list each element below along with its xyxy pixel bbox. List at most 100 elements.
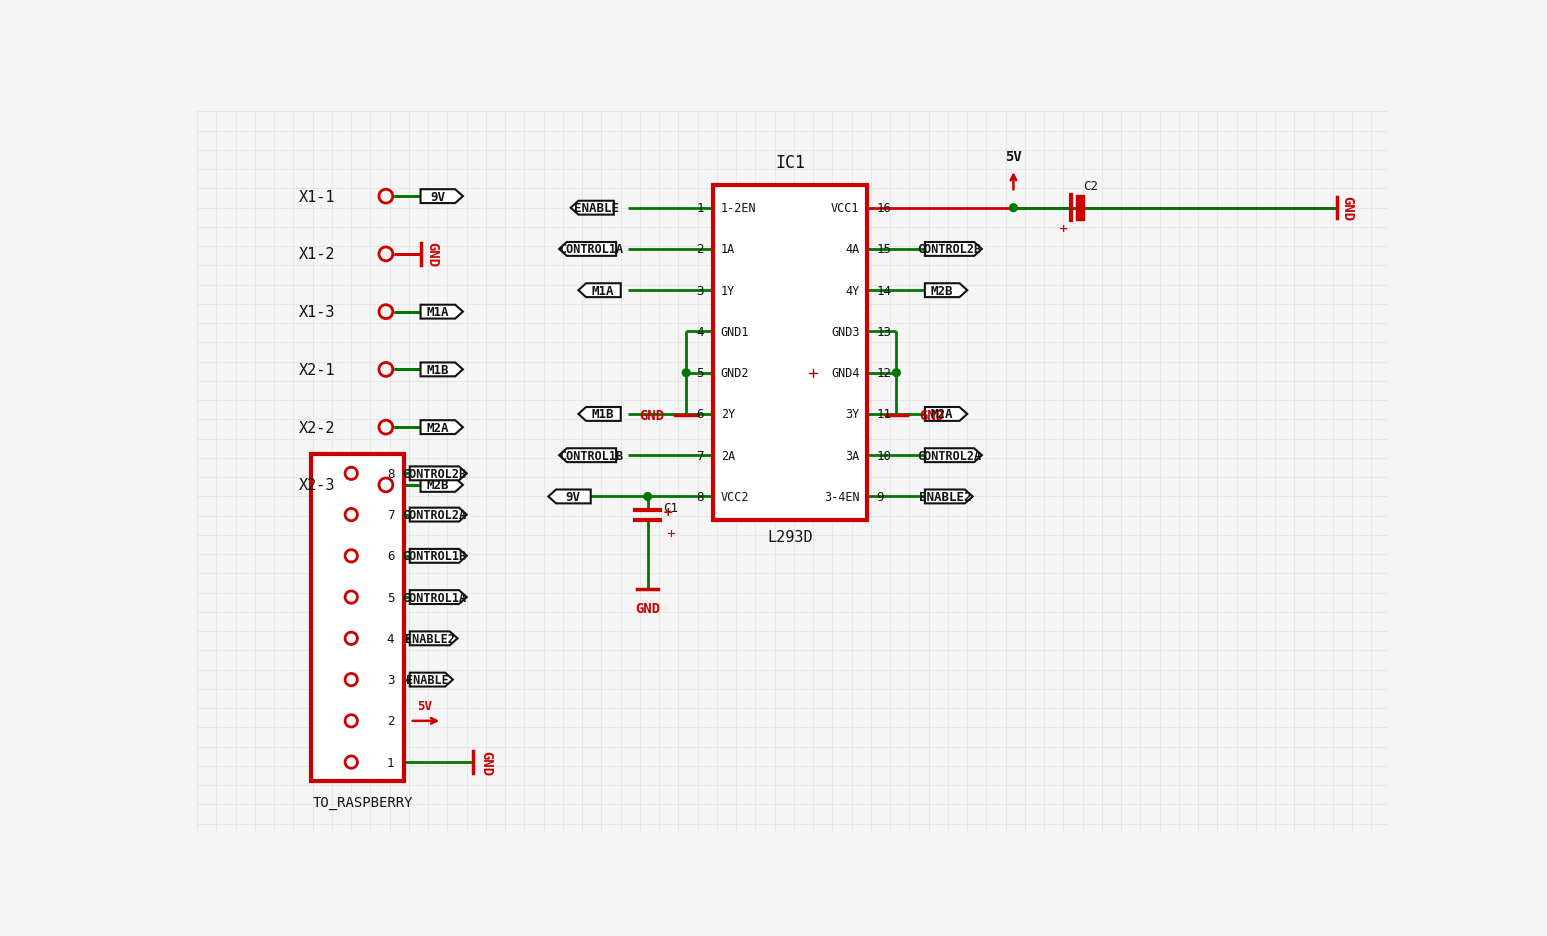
Text: CONTROL2A: CONTROL2A bbox=[917, 449, 982, 462]
Text: GND3: GND3 bbox=[831, 326, 860, 339]
Text: 5V: 5V bbox=[418, 699, 433, 712]
Text: 10: 10 bbox=[877, 449, 891, 462]
Polygon shape bbox=[548, 490, 591, 504]
Text: 6: 6 bbox=[696, 408, 704, 421]
Polygon shape bbox=[421, 363, 463, 377]
Text: C1: C1 bbox=[664, 502, 678, 515]
Text: 11: 11 bbox=[877, 408, 891, 421]
Text: 8: 8 bbox=[696, 490, 704, 504]
Text: 15: 15 bbox=[877, 243, 891, 256]
Text: ENABLE2: ENABLE2 bbox=[919, 490, 972, 504]
Text: GND: GND bbox=[636, 602, 661, 616]
Text: M2B: M2B bbox=[427, 479, 449, 491]
Text: CONTROL2B: CONTROL2B bbox=[402, 467, 467, 480]
Polygon shape bbox=[579, 407, 620, 421]
Text: M1B: M1B bbox=[593, 408, 614, 421]
Polygon shape bbox=[558, 448, 616, 462]
Polygon shape bbox=[410, 632, 458, 646]
Text: CONTROL1A: CONTROL1A bbox=[402, 591, 467, 604]
Text: GND2: GND2 bbox=[721, 367, 749, 380]
Polygon shape bbox=[579, 284, 620, 298]
Text: M2B: M2B bbox=[931, 285, 953, 298]
Text: 3: 3 bbox=[696, 285, 704, 298]
Text: 5: 5 bbox=[696, 367, 704, 380]
Text: ENABLE2: ENABLE2 bbox=[405, 632, 455, 645]
Text: CONTROL2A: CONTROL2A bbox=[402, 508, 467, 521]
Text: GND1: GND1 bbox=[721, 326, 749, 339]
Text: ENABLE: ENABLE bbox=[407, 673, 449, 686]
Text: M1B: M1B bbox=[427, 363, 449, 376]
Text: 2: 2 bbox=[696, 243, 704, 256]
Text: C2: C2 bbox=[1083, 180, 1098, 193]
Text: 5: 5 bbox=[387, 591, 394, 604]
Text: M1A: M1A bbox=[593, 285, 614, 298]
Text: 1: 1 bbox=[696, 202, 704, 215]
Polygon shape bbox=[558, 242, 616, 256]
Text: IC1: IC1 bbox=[775, 154, 804, 171]
Text: GND: GND bbox=[919, 409, 945, 422]
Polygon shape bbox=[421, 305, 463, 319]
Text: 4Y: 4Y bbox=[845, 285, 860, 298]
Text: TO_RASPBERRY: TO_RASPBERRY bbox=[312, 796, 413, 810]
FancyBboxPatch shape bbox=[713, 185, 868, 520]
Text: 1: 1 bbox=[387, 755, 394, 768]
Text: CONTROL2B: CONTROL2B bbox=[917, 243, 982, 256]
Text: 13: 13 bbox=[877, 326, 891, 339]
Circle shape bbox=[682, 370, 690, 377]
Text: 2Y: 2Y bbox=[721, 408, 735, 421]
Text: 8: 8 bbox=[387, 467, 394, 480]
Text: CONTROL1B: CONTROL1B bbox=[402, 549, 467, 563]
Text: 3A: 3A bbox=[845, 449, 860, 462]
Text: VCC2: VCC2 bbox=[721, 490, 749, 504]
Polygon shape bbox=[410, 673, 453, 687]
Polygon shape bbox=[410, 591, 467, 605]
Polygon shape bbox=[925, 448, 982, 462]
Polygon shape bbox=[925, 284, 967, 298]
Text: 9V: 9V bbox=[566, 490, 580, 504]
Text: +: + bbox=[1058, 224, 1067, 234]
Text: 3Y: 3Y bbox=[845, 408, 860, 421]
Text: ENABLE: ENABLE bbox=[574, 202, 619, 215]
Polygon shape bbox=[421, 421, 463, 434]
Text: M1A: M1A bbox=[427, 306, 449, 319]
Text: 1-2EN: 1-2EN bbox=[721, 202, 756, 215]
Circle shape bbox=[893, 370, 900, 377]
Text: X2-3: X2-3 bbox=[299, 478, 336, 493]
Text: X2-2: X2-2 bbox=[299, 420, 336, 435]
Polygon shape bbox=[410, 467, 467, 481]
Circle shape bbox=[1010, 205, 1018, 212]
Text: GND: GND bbox=[425, 242, 439, 267]
Text: 7: 7 bbox=[696, 449, 704, 462]
Text: 4A: 4A bbox=[845, 243, 860, 256]
Text: CONTROL1A: CONTROL1A bbox=[560, 243, 623, 256]
Text: GND: GND bbox=[639, 409, 664, 422]
Text: 9: 9 bbox=[877, 490, 883, 504]
Text: GND: GND bbox=[480, 750, 493, 775]
Text: X1-1: X1-1 bbox=[299, 189, 336, 204]
Circle shape bbox=[644, 493, 651, 501]
Text: M2A: M2A bbox=[931, 408, 953, 421]
Text: 5V: 5V bbox=[1006, 150, 1023, 164]
Text: 14: 14 bbox=[877, 285, 891, 298]
Text: M2A: M2A bbox=[427, 421, 449, 434]
Text: X2-1: X2-1 bbox=[299, 362, 336, 377]
Text: VCC1: VCC1 bbox=[831, 202, 860, 215]
Polygon shape bbox=[410, 549, 467, 563]
Text: GND: GND bbox=[1341, 196, 1355, 221]
Polygon shape bbox=[571, 201, 614, 215]
Polygon shape bbox=[421, 190, 463, 204]
Text: 3: 3 bbox=[387, 673, 394, 686]
Bar bbox=[1075, 197, 1083, 221]
Text: 1Y: 1Y bbox=[721, 285, 735, 298]
Text: 16: 16 bbox=[877, 202, 891, 215]
Text: 4: 4 bbox=[696, 326, 704, 339]
Text: 4: 4 bbox=[387, 632, 394, 645]
Polygon shape bbox=[925, 490, 973, 504]
Text: 3-4EN: 3-4EN bbox=[825, 490, 860, 504]
Text: GND4: GND4 bbox=[831, 367, 860, 380]
Text: L293D: L293D bbox=[767, 529, 814, 544]
Text: X1-2: X1-2 bbox=[299, 247, 336, 262]
Text: 2: 2 bbox=[387, 714, 394, 727]
Text: 7: 7 bbox=[387, 508, 394, 521]
Polygon shape bbox=[925, 242, 982, 256]
